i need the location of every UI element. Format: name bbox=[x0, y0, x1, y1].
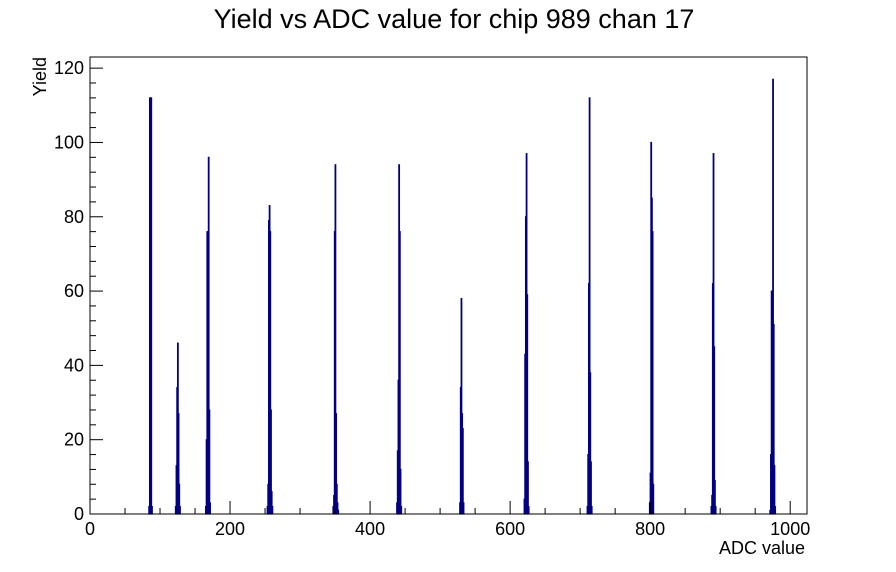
y-tick-label: 20 bbox=[64, 430, 84, 450]
histogram-bar bbox=[461, 427, 464, 515]
histogram-bar bbox=[179, 506, 181, 515]
histogram-bar bbox=[208, 409, 211, 515]
y-tick-label: 0 bbox=[74, 504, 84, 524]
histogram-bar bbox=[774, 506, 777, 515]
y-tick-label: 100 bbox=[54, 132, 84, 152]
y-axis-label: Yield bbox=[30, 57, 50, 96]
histogram-bar bbox=[527, 506, 530, 515]
histogram-bar bbox=[652, 483, 655, 515]
histogram-bar bbox=[714, 506, 717, 515]
histogram-bar bbox=[462, 502, 465, 515]
histogram-bar bbox=[400, 506, 403, 515]
plot-frame bbox=[89, 56, 808, 515]
y-tick-label: 40 bbox=[64, 355, 84, 375]
x-axis: 0 200 400 600 800 1000 bbox=[85, 501, 810, 539]
histogram-bar bbox=[151, 506, 153, 515]
x-tick-label: 1000 bbox=[770, 519, 810, 539]
histogram-bar bbox=[209, 502, 211, 515]
histogram-bar bbox=[590, 506, 593, 515]
chart-title: Yield vs ADC value for chip 989 chan 17 bbox=[214, 4, 695, 34]
x-tick-label: 0 bbox=[85, 519, 95, 539]
x-tick-label: 200 bbox=[215, 519, 245, 539]
x-tick-label: 600 bbox=[495, 519, 525, 539]
y-axis: 0 20 40 60 80 100 120 bbox=[54, 58, 103, 524]
histogram-bars bbox=[148, 78, 777, 515]
y-tick-label: 80 bbox=[64, 207, 84, 227]
histogram-bar bbox=[651, 231, 654, 515]
x-axis-label: ADC value bbox=[719, 538, 805, 558]
histogram-bar bbox=[150, 97, 153, 515]
histogram-bar bbox=[271, 506, 274, 515]
histogram-bar bbox=[337, 509, 340, 515]
y-tick-label: 60 bbox=[64, 281, 84, 301]
y-tick-label: 120 bbox=[54, 58, 84, 78]
x-tick-label: 800 bbox=[635, 519, 665, 539]
x-tick-label: 400 bbox=[355, 519, 385, 539]
